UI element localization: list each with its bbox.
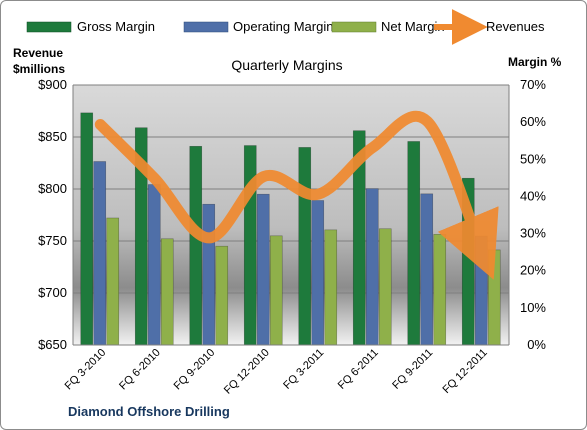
bar-series	[80, 112, 501, 346]
bar-operating-margin	[256, 193, 270, 346]
bar-net-margin	[215, 245, 229, 346]
revenue-series	[94, 110, 499, 280]
bar-net-margin	[106, 217, 120, 346]
revenues-line	[94, 110, 499, 280]
left-axis-title-line-2: $millions	[13, 62, 65, 76]
chart-title: Quarterly Margins	[231, 57, 342, 73]
bar-operating-margin	[365, 188, 379, 346]
legend-label-operating-margin: Operating Margin	[233, 19, 333, 34]
right-tick-label: 70%	[520, 77, 546, 92]
x-axis-ticks: FQ 3-2010 FQ 6-2010 FQ 9-2010 FQ 12-2010 FQ …	[63, 347, 490, 397]
legend-label-net-margin: Net Margin	[381, 19, 445, 34]
right-tick-label: 20%	[520, 263, 546, 278]
bar-operating-margin	[93, 161, 107, 346]
bar-operating-margin	[202, 203, 216, 346]
bar-net-margin	[160, 238, 174, 346]
left-tick-label: $700	[38, 285, 67, 300]
bar-operating-margin	[311, 200, 325, 346]
right-tick-label: 0%	[527, 337, 546, 352]
left-axis-title-line-1: Revenue	[13, 46, 63, 60]
x-tick-label: FQ 12-2010	[222, 347, 272, 397]
x-tick-label: FQ 6-2010	[117, 347, 163, 393]
x-tick-label: FQ 3-2010	[63, 347, 109, 393]
left-tick-label: $750	[38, 233, 67, 248]
bar-net-margin	[378, 228, 392, 346]
left-tick-label: $800	[38, 181, 67, 196]
x-tick-label: FQ 9-2010	[172, 347, 218, 393]
right-tick-label: 60%	[520, 114, 546, 129]
bar-operating-margin	[147, 184, 161, 346]
x-tick-label: FQ 9-2011	[390, 347, 435, 392]
bar-gross-margin	[80, 112, 94, 346]
right-tick-label: 30%	[520, 226, 546, 241]
bar-net-margin	[433, 234, 447, 346]
left-tick-label: $900	[38, 77, 67, 92]
bar-net-margin	[324, 229, 338, 346]
right-axis-title: Margin %	[508, 55, 562, 69]
bar-gross-margin	[189, 145, 203, 346]
right-tick-label: 40%	[520, 188, 546, 203]
left-axis-ticks: $650 $700 $750 $800 $850 $900	[38, 77, 67, 352]
left-tick-label: $650	[38, 337, 67, 352]
legend-swatch-net-margin	[331, 21, 377, 33]
right-tick-label: 50%	[520, 151, 546, 166]
company-label: Diamond Offshore Drilling	[68, 404, 230, 419]
x-tick-label: FQ 12-2011	[440, 347, 489, 396]
legend-swatch-gross-margin	[26, 21, 72, 33]
x-tick-label: FQ 6-2011	[336, 347, 381, 392]
legend-swatch-operating-margin	[183, 21, 229, 33]
legend-label-gross-margin: Gross Margin	[77, 19, 155, 34]
bar-gross-margin	[243, 145, 257, 346]
right-axis-ticks: 0% 10% 20% 30% 40% 50% 60% 70%	[520, 77, 546, 352]
bar-net-margin	[269, 235, 283, 346]
bar-operating-margin	[420, 193, 434, 346]
left-tick-label: $850	[38, 129, 67, 144]
bar-gross-margin	[407, 141, 421, 346]
legend-label-revenues: Revenues	[486, 19, 545, 34]
bar-net-margin	[487, 249, 501, 346]
right-tick-label: 10%	[520, 300, 546, 315]
chart-legend: Gross Margin Operating Margin Net Margin…	[26, 9, 545, 45]
bar-gross-margin	[298, 147, 312, 346]
x-tick-label: FQ 3-2011	[281, 347, 326, 392]
